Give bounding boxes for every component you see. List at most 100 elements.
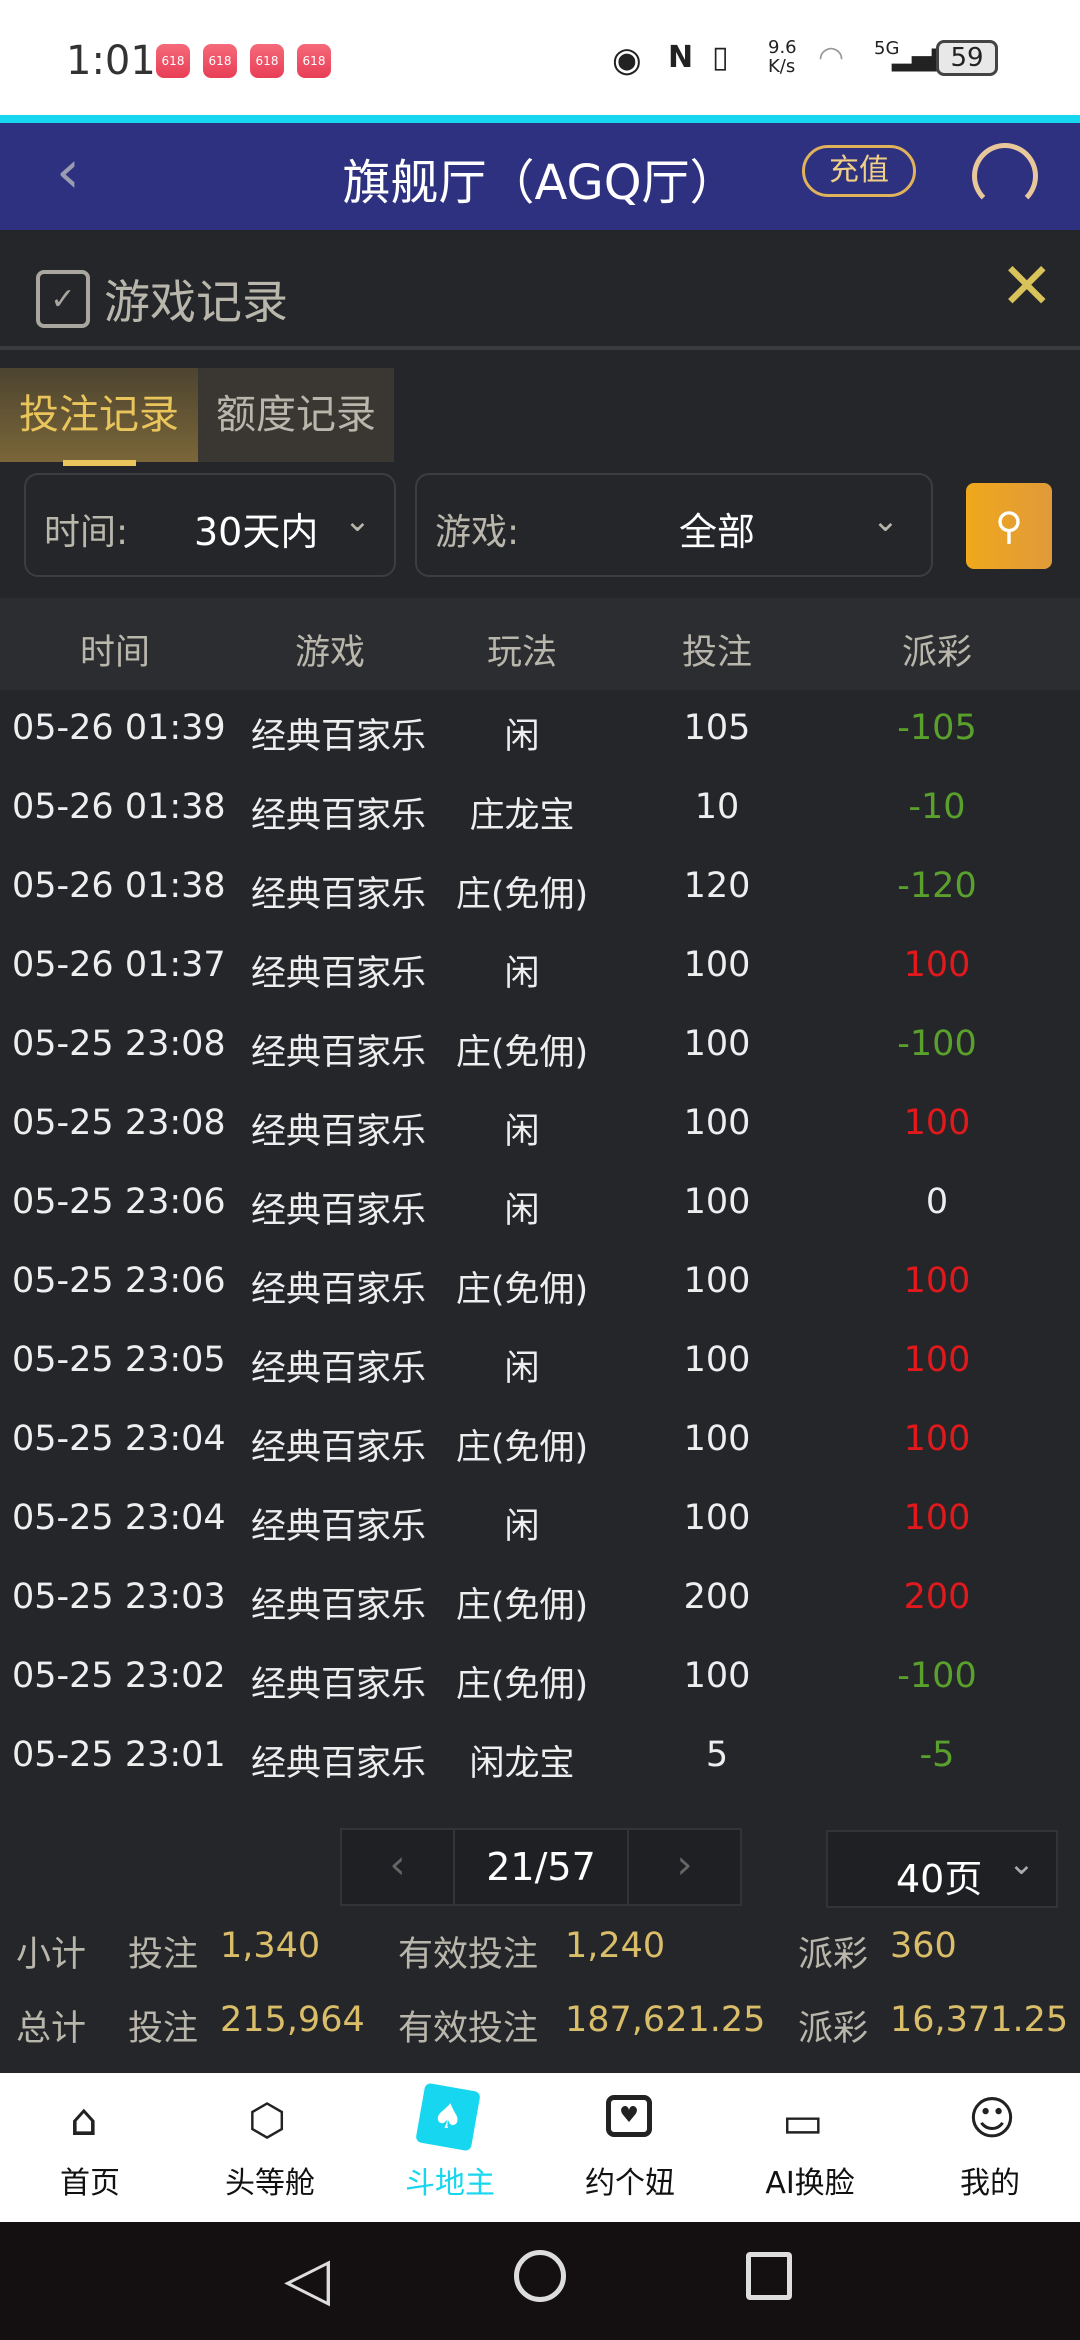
prev-page-button[interactable]: ‹ (342, 1830, 455, 1904)
table-row: 05-26 01:38 经典百家乐 庄(免佣) 120 -120 (0, 848, 1080, 927)
time-cell: 05-26 01:39 (12, 708, 226, 748)
subtotal-bet: 1,340 (220, 1926, 321, 1966)
play-type-cell: 闲 (504, 1112, 540, 1152)
bet-cell: 200 (683, 1577, 751, 1617)
play-type-cell: 庄(免佣) (455, 1665, 589, 1705)
search-button[interactable]: ⚲ (966, 483, 1052, 569)
nav-ai-faceswap[interactable]: ▭ AI换脸 (765, 2097, 855, 2201)
person-icon: ☺ (968, 2091, 1016, 2145)
bet-cell: 100 (683, 945, 751, 985)
total-bet-label: 投注 (128, 2009, 199, 2049)
time-cell: 05-25 23:04 (12, 1419, 226, 1459)
table-row: 05-26 01:37 经典百家乐 闲 100 100 (0, 927, 1080, 1006)
chevron-left-icon[interactable]: ‹ (56, 137, 80, 207)
panel-header: ✓ 游戏记录 ✕ (0, 230, 1080, 350)
payout-cell: -5 (919, 1735, 955, 1775)
app-notification-icon: 618 (297, 44, 331, 78)
search-icon: ⚲ (995, 504, 1023, 548)
game-cell: 经典百家乐 (250, 1112, 426, 1152)
bet-cell: 100 (683, 1498, 751, 1538)
time-cell: 05-25 23:03 (12, 1577, 226, 1617)
eye-icon: ◉ (612, 40, 642, 80)
network-type: 5G (874, 38, 900, 59)
system-nav-bar: ◁ (0, 2222, 1080, 2340)
clock: 1:01 (66, 38, 156, 84)
column-header: 派彩 (901, 633, 972, 673)
nav-date[interactable]: ♥ 约个妞 (540, 2073, 720, 2222)
clipboard-check-icon: ✓ (36, 270, 90, 328)
play-type-cell: 庄(免佣) (455, 875, 589, 915)
cards-icon: ♠ (415, 2082, 481, 2152)
time-cell: 05-25 23:04 (12, 1498, 226, 1538)
payout-cell: 0 (925, 1182, 949, 1222)
nav-mine[interactable]: ☺ 我的 (960, 2091, 1020, 2201)
time-filter-select[interactable]: 时间: 30天内 ⌄ (24, 473, 396, 577)
close-icon[interactable]: ✕ (1000, 250, 1054, 324)
bet-cell: 100 (683, 1419, 751, 1459)
bet-cell: 100 (683, 1656, 751, 1696)
total-valid: 187,621.25 (565, 2000, 766, 2040)
game-cell: 经典百家乐 (250, 1507, 426, 1547)
back-icon[interactable]: ◁ (284, 2244, 331, 2314)
tab-bet-records[interactable]: 投注记录 (0, 368, 198, 462)
play-type-cell: 庄(免佣) (455, 1033, 589, 1073)
game-cell: 经典百家乐 (250, 1033, 426, 1073)
time-filter-value: 30天内 (194, 510, 319, 554)
game-cell: 经典百家乐 (250, 1349, 426, 1389)
payout-cell: -100 (897, 1024, 977, 1064)
column-header: 玩法 (486, 633, 557, 673)
page-size-value: 40页 (896, 1857, 983, 1901)
payout-cell: 100 (903, 1340, 971, 1380)
app-header: ‹ 旗舰厅（AGQ厅） 充值 (0, 123, 1080, 230)
recharge-button[interactable]: 充值 (802, 145, 916, 197)
recents-icon[interactable] (746, 2252, 792, 2300)
table-row: 05-25 23:06 经典百家乐 闲 100 0 (0, 1164, 1080, 1243)
page-indicator: 21/57 (486, 1845, 596, 1889)
payout-cell: -10 (908, 787, 966, 827)
payout-cell: -120 (897, 866, 977, 906)
play-type-cell: 闲 (504, 717, 540, 757)
subtotal-bet-label: 投注 (128, 1935, 199, 1975)
game-filter-value: 全部 (679, 510, 756, 554)
table-row: 05-25 23:08 经典百家乐 庄(免佣) 100 -100 (0, 1006, 1080, 1085)
game-cell: 经典百家乐 (250, 954, 426, 994)
total-payout: 16,371.25 (890, 2000, 1069, 2040)
payout-cell: -105 (897, 708, 977, 748)
play-type-cell: 闲 (504, 954, 540, 994)
chevron-down-icon: ⌄ (1008, 1844, 1035, 1882)
total-label: 总计 (16, 2009, 87, 2049)
total-bet: 215,964 (220, 2000, 365, 2040)
headset-icon[interactable] (972, 143, 1038, 209)
time-cell: 05-25 23:06 (12, 1261, 226, 1301)
time-cell: 05-25 23:08 (12, 1024, 226, 1064)
chat-heart-icon: ♥ (606, 2095, 652, 2137)
game-cell: 经典百家乐 (250, 1665, 426, 1705)
bottom-nav: ⌂ 首页 ⬡ 头等舱 ♠ 斗地主 ♥ 约个妞 ▭ AI换脸 ☺ 我的 (0, 2073, 1080, 2222)
play-type-cell: 闲 (504, 1507, 540, 1547)
time-cell: 05-25 23:01 (12, 1735, 226, 1775)
next-page-button[interactable]: › (627, 1830, 740, 1904)
game-cell: 经典百家乐 (250, 1744, 426, 1784)
subtotal-label: 小计 (16, 1935, 87, 1975)
bet-cell: 100 (683, 1024, 751, 1064)
nav-home[interactable]: ⌂ 首页 (60, 2095, 120, 2201)
tab-indicator (63, 460, 136, 466)
panel-title: 游戏记录 (104, 275, 288, 329)
payout-cell: 100 (903, 1103, 971, 1143)
nav-doudizhu[interactable]: ♠ 斗地主 (360, 2073, 540, 2222)
home-circle-icon[interactable] (514, 2250, 566, 2302)
time-filter-label: 时间: (44, 512, 129, 553)
table-header: 时间 游戏 玩法 投注 派彩 (0, 598, 1080, 690)
wifi-icon: ◠ (818, 40, 845, 75)
page-size-select[interactable]: 40页 ⌄ (826, 1830, 1058, 1908)
time-cell: 05-26 01:38 (12, 787, 226, 827)
net-speed: 9.6 K/s (768, 37, 797, 77)
game-filter-select[interactable]: 游戏: 全部 ⌄ (415, 473, 933, 577)
tab-credit-records[interactable]: 额度记录 (198, 368, 394, 462)
game-cell: 经典百家乐 (250, 875, 426, 915)
nav-first-class[interactable]: ⬡ 头等舱 (225, 2095, 315, 2201)
table-row: 05-25 23:01 经典百家乐 闲龙宝 5 -5 (0, 1717, 1080, 1796)
play-type-cell: 闲龙宝 (469, 1744, 575, 1784)
payout-cell: -100 (897, 1656, 977, 1696)
payout-cell: 100 (903, 1419, 971, 1459)
